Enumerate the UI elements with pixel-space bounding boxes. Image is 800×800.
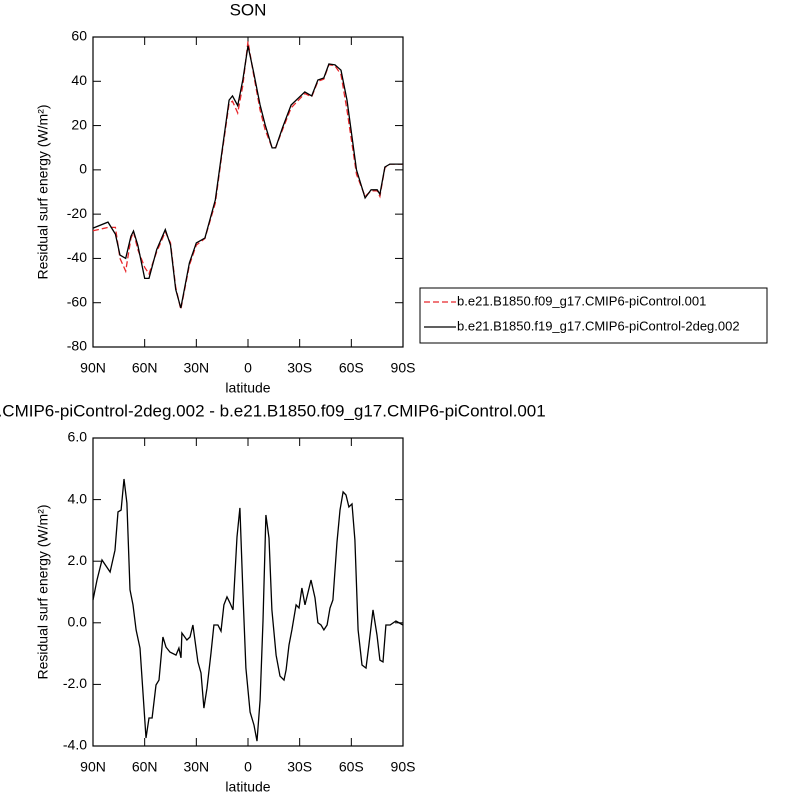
y-tick-label: 20 <box>71 116 87 132</box>
series-line <box>92 41 403 310</box>
x-tick-label: 0 <box>244 360 252 376</box>
y-tick-label: 4.0 <box>68 490 88 506</box>
x-tick-label: 90S <box>391 360 416 376</box>
y-tick-label: -20 <box>67 205 87 221</box>
x-tick-label: 60S <box>339 759 364 775</box>
x-tick-label: 60S <box>339 360 364 376</box>
x-tick-label: 30N <box>183 360 209 376</box>
series-line <box>92 45 403 309</box>
y-tick-label: 60 <box>71 28 87 44</box>
x-tick-label: 90S <box>391 759 416 775</box>
legend-label: b.e21.B1850.f09_g17.CMIP6-piControl.001 <box>457 293 706 308</box>
y-tick-label: 6.0 <box>68 429 88 445</box>
legend-box <box>419 287 768 344</box>
y-tick-label: 0.0 <box>68 614 88 630</box>
x-tick-label: 90N <box>80 759 106 775</box>
x-axis-label: latitude <box>225 380 270 396</box>
x-axis-label: latitude <box>225 779 270 795</box>
plot-frame <box>92 36 404 348</box>
y-tick-label: 0 <box>79 161 87 177</box>
plot: -4.0 -2.0 0.0 2.0 4.0 6.0 90N 60N 30N 0 30S 60S 90S 9… <box>0 401 546 794</box>
chart-title: SON <box>230 0 267 19</box>
y-tick-label: -2.0 <box>63 675 87 691</box>
x-tick-label: 30S <box>287 360 312 376</box>
plot-frame <box>92 437 404 747</box>
y-tick-label: 2.0 <box>68 552 88 568</box>
x-tick-label: 60N <box>132 360 158 376</box>
chart-title: 9_g17.CMIP6-piControl-2deg.002 - b.e21.B… <box>0 401 546 420</box>
y-tick-label: -80 <box>67 338 87 354</box>
x-tick-label: 0 <box>244 759 252 775</box>
y-axis-label: Residual surf energy (W/m²) <box>35 504 51 679</box>
legend-label: b.e21.B1850.f19_g17.CMIP6-piControl-2deg… <box>457 318 740 333</box>
plot: -80 -60 -40 -20 0 20 40 60 90N 60N 30N 0 30S 60S 90S SO… <box>35 0 768 396</box>
y-tick-label: -40 <box>67 249 87 265</box>
series-line <box>92 478 404 742</box>
x-tick-label: 60N <box>132 759 158 775</box>
x-tick-label: 30S <box>287 759 312 775</box>
y-tick-label: 40 <box>71 72 87 88</box>
x-tick-label: 30N <box>183 759 209 775</box>
y-tick-label: -60 <box>67 293 87 309</box>
y-tick-label: -4.0 <box>63 737 87 753</box>
y-axis-label: Residual surf energy (W/m²) <box>35 104 51 279</box>
x-tick-label: 90N <box>80 360 106 376</box>
